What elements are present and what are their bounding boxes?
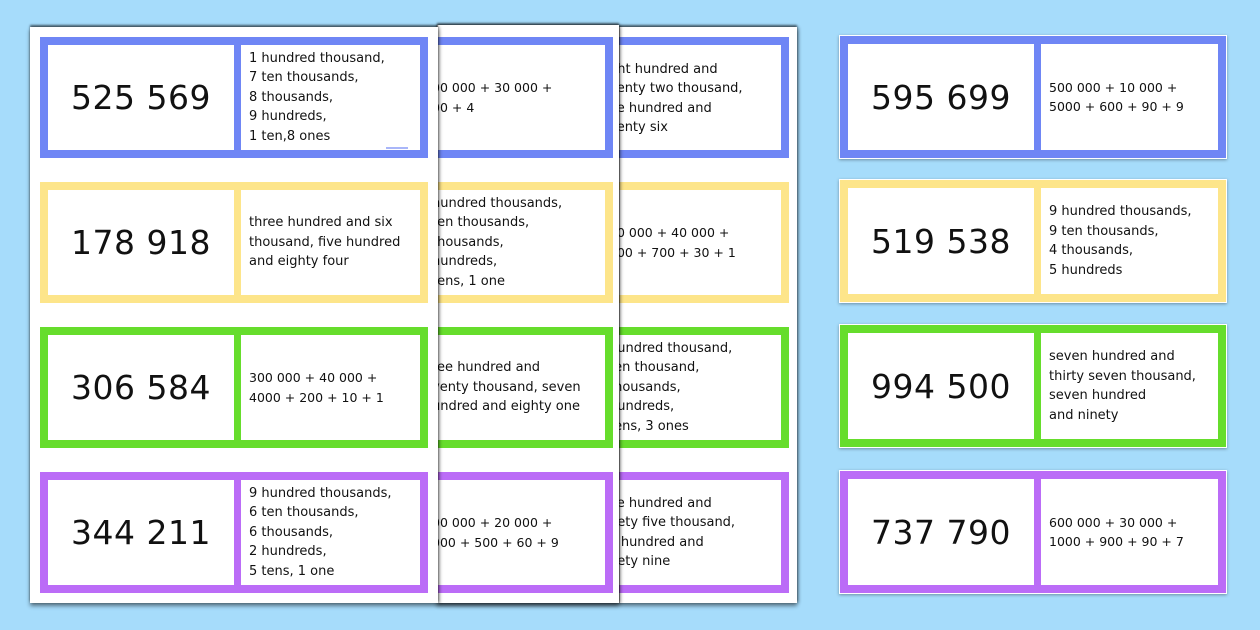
middle-card-3: ree hundred and venty thousand, seven un…: [437, 327, 613, 448]
back-card-1: ght hundred and venty two thousand, ve h…: [619, 37, 789, 158]
solo-card-2: 519 538 9 hundred thousands, 9 ten thous…: [839, 179, 1227, 303]
sheet-edge-divider: [619, 27, 620, 603]
card-description: 600 000 + 30 000 + 1000 + 900 + 90 + 7: [1034, 479, 1218, 585]
card-number: 178 918: [71, 223, 211, 262]
card-number: 994 500: [871, 366, 1011, 406]
solo-card-frame: 994 500 seven hundred and thirty seven t…: [840, 325, 1226, 447]
place-value-card-4: 344 211 9 hundred thousands, 6 ten thous…: [40, 472, 428, 593]
card-description: 1 hundred thousand, 7 ten thousands, 8 t…: [234, 45, 420, 150]
solo-card-frame: 519 538 9 hundred thousands, 9 ten thous…: [840, 180, 1226, 302]
middle-card-description: ree hundred and venty thousand, seven un…: [437, 335, 605, 440]
card-number: 306 584: [71, 368, 211, 407]
middle-card-description: 00 000 + 20 000 + 000 + 500 + 60 + 9: [437, 480, 605, 585]
card-description: 9 hundred thousands, 9 ten thousands, 4 …: [1034, 188, 1218, 294]
card-number: 525 569: [71, 78, 211, 117]
solo-card-1: 595 699 500 000 + 10 000 + 5000 + 600 + …: [839, 35, 1227, 159]
front-worksheet-page: 525 569 1 hundred thousand, 7 ten thousa…: [30, 27, 438, 603]
middle-card-4: 00 000 + 20 000 + 000 + 500 + 60 + 9: [437, 472, 613, 593]
card-number: 519 538: [871, 221, 1011, 261]
back-card-4: ve hundred and nety five thousand, x hun…: [619, 472, 789, 593]
middle-card-2: hundred thousands, ten thousands, thousa…: [437, 182, 613, 303]
place-value-card-3: 306 584 300 000 + 40 000 + 4000 + 200 + …: [40, 327, 428, 448]
solo-card-4: 737 790 600 000 + 30 000 + 1000 + 900 + …: [839, 470, 1227, 594]
back-card-2: 00 000 + 40 000 + 000 + 700 + 30 + 1: [619, 182, 789, 303]
place-value-card-1: 525 569 1 hundred thousand, 7 ten thousa…: [40, 37, 428, 158]
back-card-description: hundred thousand, ten thousand, thousand…: [619, 340, 733, 434]
card-number: 737 790: [871, 512, 1011, 552]
back-card-3: hundred thousand, ten thousand, thousand…: [619, 327, 789, 448]
card-description: 300 000 + 40 000 + 4000 + 200 + 10 + 1: [234, 335, 420, 440]
card-description: 9 hundred thousands, 6 ten thousands, 6 …: [234, 480, 420, 585]
solo-card-frame: 737 790 600 000 + 30 000 + 1000 + 900 + …: [840, 471, 1226, 593]
middle-worksheet-page: 00 000 + 30 000 + 00 + 4 hundred thousan…: [437, 25, 619, 603]
middle-card-1: 00 000 + 30 000 + 00 + 4: [437, 37, 613, 158]
back-card-description: 00 000 + 40 000 + 000 + 700 + 30 + 1: [619, 225, 736, 260]
card-description: seven hundred and thirty seven thousand,…: [1034, 333, 1218, 439]
card-description: three hundred and six thousand, five hun…: [234, 190, 420, 295]
middle-card-description: 00 000 + 30 000 + 00 + 4: [437, 45, 605, 150]
copyright-mark: [386, 147, 408, 149]
back-card-description: ve hundred and nety five thousand, x hun…: [619, 495, 736, 570]
card-description: 500 000 + 10 000 + 5000 + 600 + 90 + 9: [1034, 44, 1218, 150]
middle-card-description: hundred thousands, ten thousands, thousa…: [437, 190, 605, 295]
place-value-card-2: 178 918 three hundred and six thousand, …: [40, 182, 428, 303]
back-sheet-visible-area: ght hundred and venty two thousand, ve h…: [619, 27, 797, 603]
card-number: 344 211: [71, 513, 211, 552]
solo-card-3: 994 500 seven hundred and thirty seven t…: [839, 324, 1227, 448]
solo-card-frame: 595 699 500 000 + 10 000 + 5000 + 600 + …: [840, 36, 1226, 158]
back-card-description: ght hundred and venty two thousand, ve h…: [619, 61, 743, 136]
card-number: 595 699: [871, 77, 1011, 117]
